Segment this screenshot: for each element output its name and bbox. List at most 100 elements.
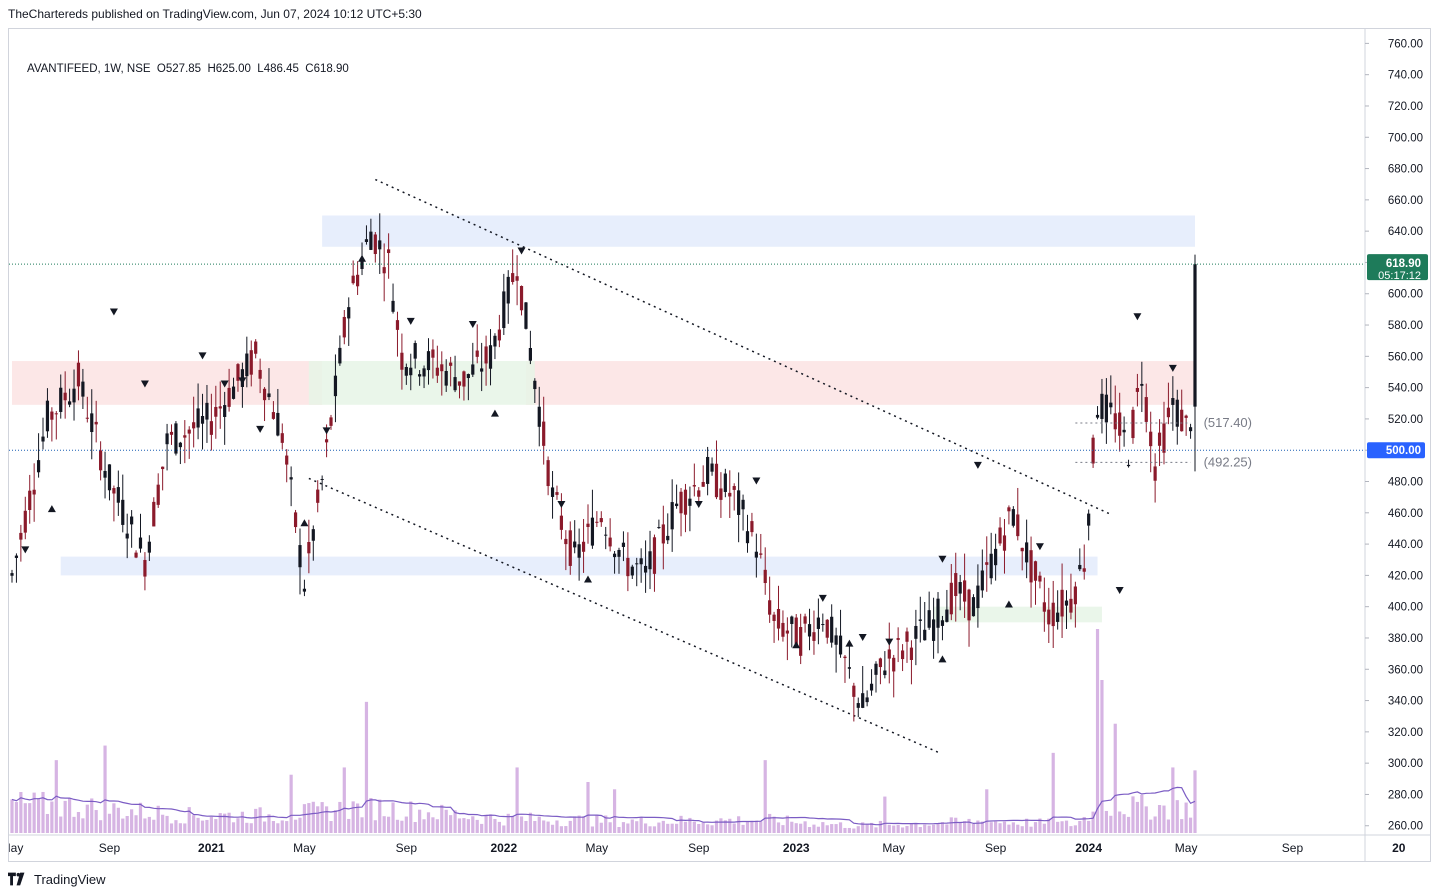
price-chart[interactable]: (517.40) (492.25) 760.00 740.00 720.00 700.00… <box>9 29 1430 861</box>
candle-body <box>1153 466 1157 481</box>
candle-body <box>608 537 612 547</box>
candle-body <box>1064 600 1069 606</box>
volume-bar <box>1029 826 1033 833</box>
candle-body <box>484 346 488 364</box>
last-price-value: 618.90 <box>1386 258 1421 270</box>
volume-bar <box>1118 811 1122 833</box>
buy-signal-marker <box>845 639 854 647</box>
volume-bar <box>976 820 980 833</box>
volume-bar <box>683 821 688 833</box>
candle-body <box>626 557 630 577</box>
candle-body <box>630 566 634 576</box>
candle-body <box>675 503 679 507</box>
candle-body <box>76 362 81 387</box>
candle-body <box>152 501 156 527</box>
candle-body <box>555 492 559 495</box>
candle-body <box>821 624 825 626</box>
candle-body <box>329 417 333 426</box>
volume-bar <box>1184 802 1188 833</box>
volume-bar <box>289 774 293 833</box>
volume-bar <box>59 816 63 833</box>
candle-body <box>635 563 639 565</box>
upper-trendline <box>375 178 1112 516</box>
volume-bar <box>1153 816 1157 833</box>
volume-bar <box>630 819 634 833</box>
candle-body <box>905 631 909 642</box>
candle-body <box>701 481 705 487</box>
candle-body <box>400 352 404 370</box>
volume-bar <box>1033 822 1038 833</box>
candle-body <box>378 240 382 250</box>
time-axis-label: Sep <box>1282 841 1304 855</box>
candle-body <box>564 538 568 545</box>
sell-signal-marker <box>468 321 477 329</box>
chart-pane[interactable]: (517.40) (492.25) 760.00 740.00 720.00 700.00… <box>8 28 1431 862</box>
candle-body <box>14 555 19 558</box>
volume-bar <box>807 827 812 833</box>
time-axis-label: 2024 <box>1075 841 1102 855</box>
candle-body <box>807 624 812 637</box>
volume-bar <box>568 820 572 833</box>
buy-signal-marker <box>358 254 367 262</box>
candle-body <box>1087 513 1091 526</box>
volume-bar <box>1016 824 1020 833</box>
volume-bar <box>830 824 834 833</box>
volume-bar <box>626 823 630 833</box>
volume-bar <box>493 818 497 833</box>
volume-bar <box>1051 752 1055 833</box>
volume-bar <box>1064 820 1069 833</box>
volume-bar <box>174 820 178 833</box>
price-axis-label: 680.00 <box>1388 164 1423 176</box>
volume-bar <box>936 824 940 833</box>
volume-bar <box>896 824 900 833</box>
candle-body <box>1091 437 1095 464</box>
volume-bar <box>994 821 998 833</box>
volume-bar <box>954 817 958 833</box>
volume-bar <box>595 814 599 833</box>
volume-bar <box>378 799 382 833</box>
sell-signal-marker <box>256 425 265 433</box>
volume-bar <box>555 820 559 833</box>
sell-signal-marker <box>818 594 827 602</box>
volume-bar <box>347 818 351 833</box>
volume-bar <box>768 813 772 833</box>
volume-bar <box>564 826 568 833</box>
volume-bar <box>36 798 41 833</box>
candle-body <box>418 374 422 377</box>
volume-bar <box>484 814 488 833</box>
volume-bar <box>838 822 843 833</box>
candle-body <box>307 542 311 554</box>
candle-body <box>395 320 400 330</box>
candle-body <box>741 499 745 510</box>
candle-body <box>887 649 891 659</box>
volume-bar <box>245 822 249 833</box>
candle-body <box>971 597 976 617</box>
volume-bar <box>1122 814 1126 833</box>
candle-body <box>692 485 696 487</box>
volume-bar <box>231 822 236 833</box>
candle-body <box>892 657 896 672</box>
volume-bar <box>825 825 829 833</box>
price-axis-label: 460.00 <box>1388 508 1423 520</box>
candle-body <box>799 627 803 656</box>
volume-bar <box>205 819 209 833</box>
volume-bar <box>116 807 120 833</box>
sell-signal-marker <box>406 317 415 325</box>
volume-bar <box>1007 824 1011 833</box>
time-axis-label: Sep <box>688 841 710 855</box>
candle-body <box>967 589 971 621</box>
candle-body <box>989 553 993 579</box>
volume-bar <box>670 823 674 833</box>
candle-body <box>1126 464 1131 467</box>
candle-body <box>138 537 143 549</box>
volume-bar <box>865 823 869 833</box>
volume-bar <box>121 818 125 833</box>
candle-body <box>670 502 674 530</box>
volume-bar <box>608 822 612 833</box>
candle-body <box>449 362 453 366</box>
volume-bar <box>1073 825 1077 833</box>
candle-body <box>209 421 213 435</box>
volume-bar <box>1087 820 1091 833</box>
candle-body <box>54 413 58 415</box>
volume-bar <box>453 810 457 833</box>
